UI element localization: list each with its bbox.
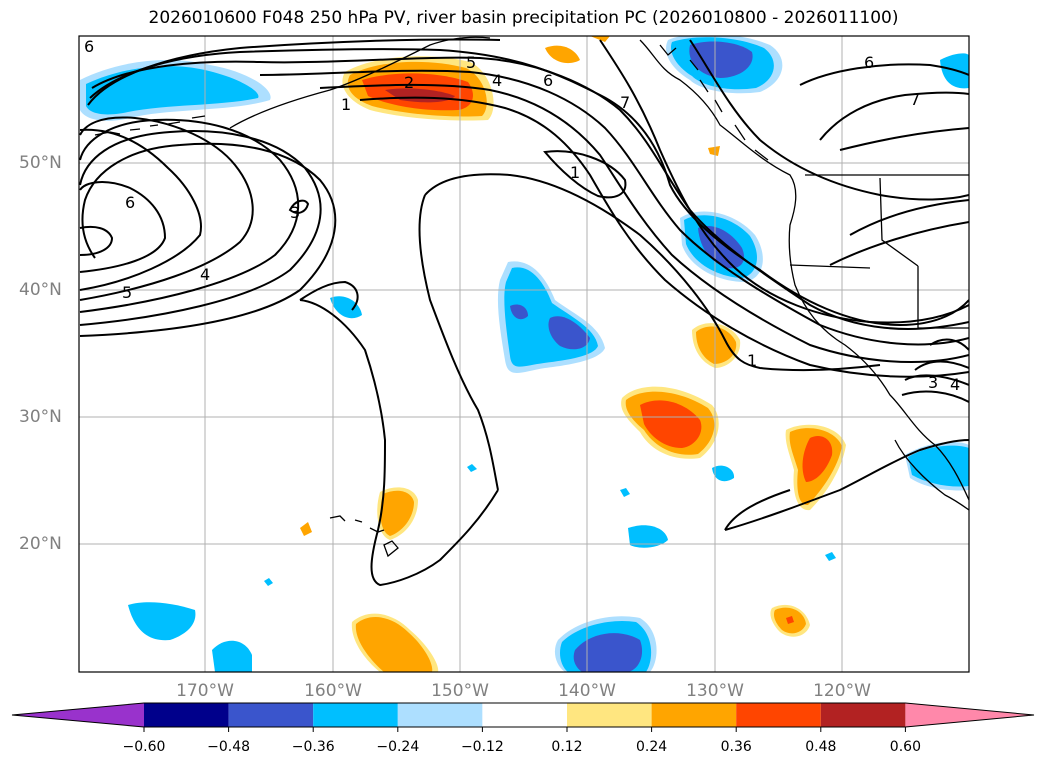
contour-label: 4	[492, 71, 502, 90]
colorbar	[11, 702, 1035, 732]
lon-label-120w: 120°W	[813, 681, 871, 701]
colorbar-tick-label: −0.12	[460, 739, 504, 755]
colorbar-swatch	[397, 703, 483, 727]
lat-label-20n: 20°N	[19, 534, 62, 554]
anomaly-neg-sw	[128, 602, 196, 641]
colorbar-tick-label: 0.12	[551, 739, 583, 755]
lon-label-140w: 140°W	[558, 681, 616, 701]
colorbar-swatch	[736, 703, 821, 727]
colorbar-extend-low	[12, 703, 144, 727]
colorbar-tick-label: 0.48	[805, 739, 837, 755]
colorbar-tick-label: 0.24	[636, 739, 668, 755]
contour-label: 5	[122, 283, 132, 302]
colorbar-swatch	[651, 703, 737, 727]
lat-label-40n: 40°N	[19, 280, 62, 300]
lon-label-160w: 160°W	[304, 681, 362, 701]
map-frame	[78, 35, 970, 673]
contour-label: 1	[570, 163, 580, 182]
contour-label: 7	[620, 93, 630, 112]
colorbar-swatch	[482, 703, 567, 727]
contour-label: 7	[910, 90, 920, 109]
contour-label: 4	[950, 375, 960, 394]
colorbar-swatch	[144, 703, 229, 727]
hawaii-islands	[329, 515, 399, 558]
map-title: 2026010600 F048 250 hPa PV, river basin …	[148, 8, 899, 28]
lat-label-50n: 50°N	[19, 153, 62, 173]
colorbar-swatch	[567, 703, 652, 727]
pv-contour-labels: 6 5 4 6 7 6 7 1 2 6 3 5 4 1 1 3 4	[84, 37, 960, 394]
contour-label: 1	[747, 351, 757, 370]
colorbar-tick-label: −0.24	[376, 739, 420, 755]
colorbar-swatch	[228, 703, 314, 727]
colorbar-tick-label: −0.60	[122, 739, 166, 755]
contour-label: 6	[84, 37, 94, 56]
lon-label-150w: 150°W	[431, 681, 489, 701]
colorbar-swatch	[313, 703, 398, 727]
na-coast	[639, 39, 969, 501]
anomaly-pos-top	[545, 45, 580, 64]
contour-label: 5	[466, 53, 476, 72]
lat-label-30n: 30°N	[19, 407, 62, 427]
colorbar-tick-label: −0.36	[291, 739, 335, 755]
lon-label-130w: 130°W	[686, 681, 744, 701]
contour-label: 3	[928, 373, 938, 392]
map-gridlines	[79, 36, 969, 672]
contour-label: 3	[290, 203, 300, 222]
pv-contours	[79, 38, 969, 587]
contour-label: 6	[864, 53, 874, 72]
anomaly-neg-small1	[330, 296, 362, 319]
lon-label-170w: 170°W	[176, 681, 234, 701]
contour-label: 6	[543, 71, 553, 90]
colorbar-swatch	[820, 703, 906, 727]
colorbar-tick-label: 0.36	[720, 739, 752, 755]
contour-label: 6	[125, 193, 135, 212]
colorbar-tick-label: 0.60	[889, 739, 921, 755]
contour-label: 2	[404, 73, 414, 92]
colorbar-tick-label: −0.48	[207, 739, 251, 755]
colorbar-extend-high	[905, 703, 1034, 727]
contour-label: 4	[200, 265, 210, 284]
map-plot-area: 6 5 4 6 7 6 7 1 2 6 3 5 4 1 1 3 4	[79, 36, 969, 672]
contour-label: 1	[341, 95, 351, 114]
